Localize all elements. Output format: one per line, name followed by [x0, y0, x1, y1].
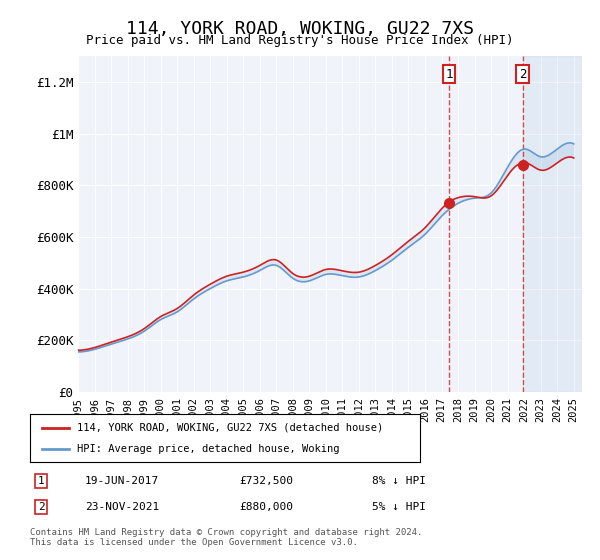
- Text: £732,500: £732,500: [240, 476, 294, 486]
- Bar: [523, 56, 582, 392]
- Text: £880,000: £880,000: [240, 502, 294, 512]
- Text: HPI: Average price, detached house, Woking: HPI: Average price, detached house, Woki…: [77, 444, 340, 454]
- Text: 1: 1: [38, 476, 44, 486]
- Text: 2: 2: [38, 502, 44, 512]
- Text: 114, YORK ROAD, WOKING, GU22 7XS: 114, YORK ROAD, WOKING, GU22 7XS: [126, 20, 474, 38]
- Text: 5% ↓ HPI: 5% ↓ HPI: [372, 502, 426, 512]
- Text: Price paid vs. HM Land Registry's House Price Index (HPI): Price paid vs. HM Land Registry's House …: [86, 34, 514, 46]
- Text: 1: 1: [445, 68, 453, 81]
- Text: Contains HM Land Registry data © Crown copyright and database right 2024.
This d: Contains HM Land Registry data © Crown c…: [30, 528, 422, 547]
- Text: 23-NOV-2021: 23-NOV-2021: [85, 502, 160, 512]
- Text: 2: 2: [519, 68, 526, 81]
- Text: 19-JUN-2017: 19-JUN-2017: [85, 476, 160, 486]
- Text: 114, YORK ROAD, WOKING, GU22 7XS (detached house): 114, YORK ROAD, WOKING, GU22 7XS (detach…: [77, 423, 383, 433]
- Text: 8% ↓ HPI: 8% ↓ HPI: [372, 476, 426, 486]
